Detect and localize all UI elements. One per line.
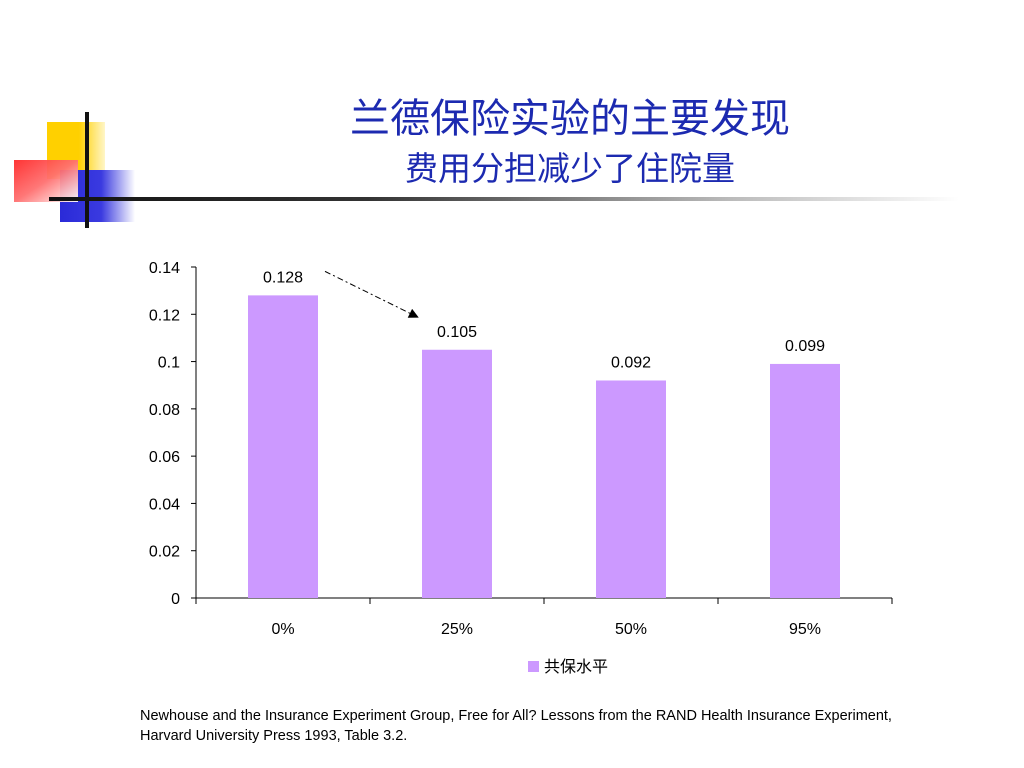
data-label: 0.099 bbox=[785, 338, 825, 355]
bar-chart: 0 0.02 0.04 0.06 0.08 0.1 0.12 0.14 0% 0.128 25% 0… bbox=[149, 260, 893, 676]
y-tick-label: 0.02 bbox=[149, 544, 180, 561]
data-label: 0.128 bbox=[263, 269, 303, 286]
data-label: 0.105 bbox=[437, 324, 477, 341]
slide-subtitle: 费用分担减少了住院量 bbox=[405, 149, 735, 188]
y-tick-label: 0.04 bbox=[149, 496, 180, 513]
x-tick-label: 95% bbox=[789, 621, 821, 638]
decor-vertical-rule bbox=[85, 112, 89, 228]
y-tick-label: 0.14 bbox=[149, 260, 180, 277]
slide-title: 兰德保险实验的主要发现 bbox=[350, 96, 790, 142]
x-tick-label: 0% bbox=[271, 621, 294, 638]
legend-swatch bbox=[528, 661, 539, 672]
y-tick-label: 0.1 bbox=[158, 355, 180, 372]
bar-0pct bbox=[248, 295, 318, 598]
x-tick-label: 50% bbox=[615, 621, 647, 638]
y-tick-label: 0.12 bbox=[149, 307, 180, 324]
source-footnote: Newhouse and the Insurance Experiment Gr… bbox=[140, 708, 892, 744]
decor-horizontal-rule bbox=[49, 197, 959, 201]
legend-label: 共保水平 bbox=[544, 657, 608, 676]
decor-red-square bbox=[14, 160, 78, 202]
y-tick-label: 0.08 bbox=[149, 402, 180, 419]
bar-50pct bbox=[596, 380, 666, 598]
x-tick-label: 25% bbox=[441, 621, 473, 638]
y-tick-label: 0 bbox=[171, 591, 180, 608]
data-label: 0.092 bbox=[611, 354, 651, 371]
bar-95pct bbox=[770, 363, 840, 598]
y-tick-label: 0.06 bbox=[149, 449, 180, 466]
bar-25pct bbox=[422, 349, 492, 598]
annotation-arrow bbox=[324, 270, 419, 318]
